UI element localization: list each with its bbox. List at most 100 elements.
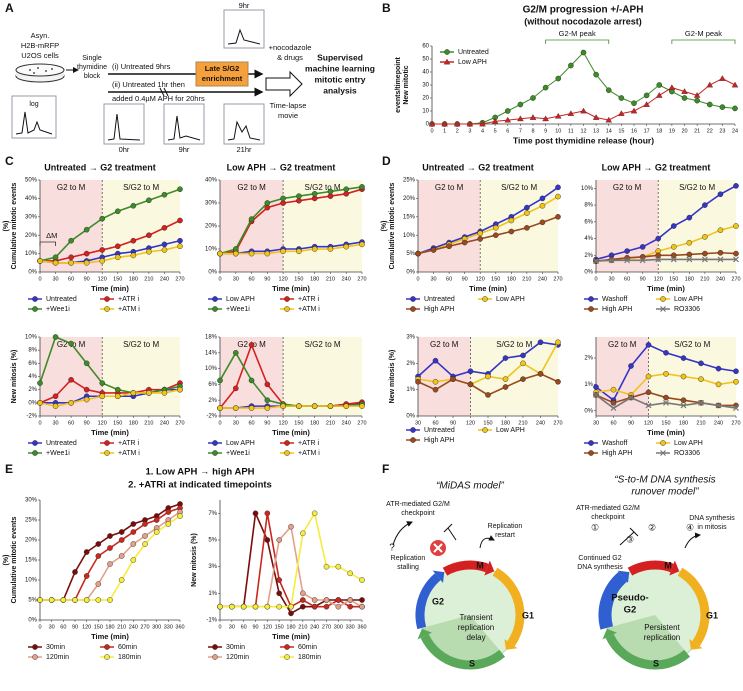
data-point <box>153 529 160 535</box>
x-tick-label: 150 <box>94 624 103 630</box>
legend-marker <box>32 654 38 660</box>
data-point <box>537 339 544 346</box>
legend-label: Untreated <box>424 296 455 303</box>
x-tick-label: 180 <box>501 420 510 426</box>
data-point <box>288 603 294 610</box>
data-point <box>450 376 456 382</box>
x-tick-label: 14 <box>606 128 612 134</box>
data-point <box>323 563 330 570</box>
series-line <box>220 241 363 255</box>
legend-marker <box>104 306 110 312</box>
region-label: S/G2 to M <box>674 340 710 349</box>
data-point <box>446 243 452 250</box>
x-tick-label: 240 <box>129 624 138 630</box>
x-tick-label: 30 <box>52 420 58 426</box>
data-point <box>118 577 125 583</box>
y-tick-label: 0% <box>406 270 415 276</box>
x-axis-label: Time (min) <box>647 428 685 437</box>
label: ATR-mediated G2/M <box>576 505 640 512</box>
x-tick-label: 120 <box>263 624 272 630</box>
data-point <box>645 373 652 380</box>
data-point <box>441 120 448 127</box>
data-point <box>520 352 526 359</box>
x-tick-label: 60 <box>432 420 438 426</box>
x-tick-label: 30 <box>52 276 58 282</box>
y-axis-label: events/timepoint <box>395 57 402 113</box>
x-tick-label: 0 <box>594 276 597 282</box>
y-tick-label: 20 <box>422 96 429 102</box>
y-tick-label: 0% <box>28 618 37 624</box>
data-point <box>37 400 43 406</box>
panel-a-drawing <box>11 9 303 145</box>
data-point <box>217 250 223 257</box>
data-point <box>655 235 662 242</box>
x-tick-label: 120 <box>82 624 91 630</box>
x-tick-label: 180 <box>679 420 688 426</box>
data-point <box>99 380 106 386</box>
annotation-bracket <box>39 241 56 246</box>
label: Continued G2 <box>578 555 621 562</box>
label: +nocodazole <box>269 43 312 52</box>
data-point <box>296 248 302 255</box>
y-tick-label: 5% <box>406 251 415 257</box>
data-point <box>52 254 59 261</box>
data-point <box>681 95 688 101</box>
y-tick-label: 10 <box>422 109 429 115</box>
data-point <box>280 248 286 255</box>
x-tick-label: 270 <box>140 624 149 630</box>
data-point <box>311 597 318 603</box>
x-tick-label: 0 <box>218 276 221 282</box>
data-point <box>335 563 342 570</box>
data-point <box>142 521 148 527</box>
label: S <box>469 658 475 668</box>
x-tick-label: 120 <box>654 276 663 282</box>
data-point <box>492 232 499 238</box>
y-axis-label: Cumulative mitotic events <box>11 183 18 270</box>
data-point <box>517 101 524 108</box>
region-label: G2 to M <box>430 340 459 349</box>
data-point <box>83 597 90 603</box>
y-tick-label: 10% <box>403 233 416 239</box>
data-point <box>48 597 55 603</box>
data-point <box>432 386 439 393</box>
x-tick-label: 1 <box>443 128 446 134</box>
cycle-arrowhead <box>669 560 680 576</box>
x-tick-label: 300 <box>152 624 161 630</box>
x-tick-label: 180 <box>507 276 516 282</box>
data-point <box>232 385 239 392</box>
x-tick-label: 270 <box>731 276 740 282</box>
label: delay <box>466 633 485 642</box>
data-point <box>359 184 365 190</box>
chart-title: Low APH → G2 treatment <box>227 162 336 172</box>
data-point <box>702 250 708 257</box>
data-point <box>165 509 172 515</box>
data-point <box>502 384 509 390</box>
series-line <box>595 251 737 262</box>
y-axis-label: New mitotic <box>403 65 410 104</box>
x-tick-label: 13 <box>593 128 599 134</box>
arrow <box>684 532 701 549</box>
cycle-arc <box>442 560 489 576</box>
label: G2 <box>624 605 637 616</box>
data-point <box>555 75 562 82</box>
data-point <box>520 376 526 382</box>
series-line <box>40 511 181 601</box>
inhibition <box>443 523 457 541</box>
label: Asyn. <box>31 31 50 40</box>
x-axis-label: Time post thymidine release (hour) <box>513 135 654 145</box>
legend-marker <box>410 306 416 312</box>
data-point <box>232 349 239 356</box>
label: Single <box>82 55 102 62</box>
data-point <box>610 405 617 412</box>
panel-f-drawing <box>392 521 710 670</box>
x-tick-label: 240 <box>538 276 547 282</box>
data-point <box>276 537 282 543</box>
data-point <box>477 230 484 237</box>
data-point <box>335 603 342 610</box>
cycle-arrowhead <box>432 570 445 583</box>
x-tick-label: 5 <box>494 128 497 134</box>
data-point <box>715 402 722 409</box>
x-tick-label: 60 <box>610 420 616 426</box>
data-point <box>161 247 168 253</box>
y-tick-label: 7% <box>208 511 217 517</box>
